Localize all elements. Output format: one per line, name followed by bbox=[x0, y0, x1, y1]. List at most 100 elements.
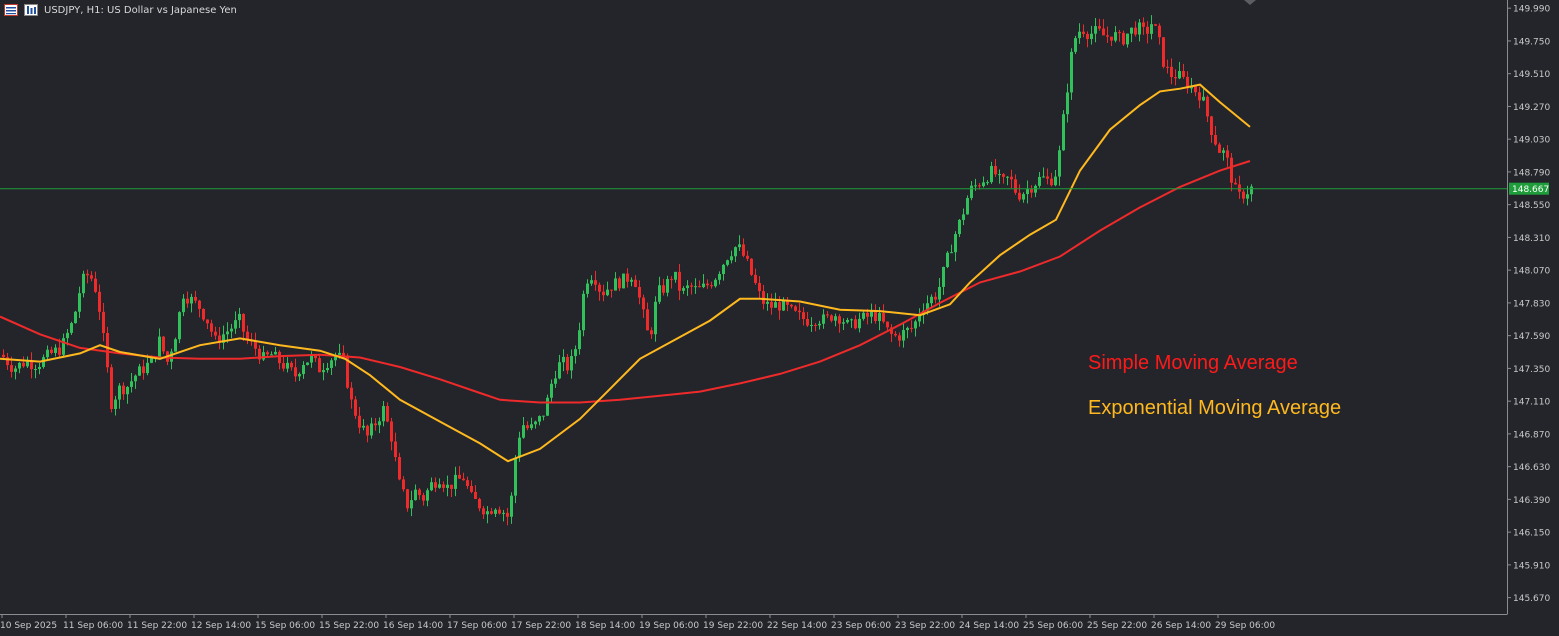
candle bbox=[1006, 176, 1009, 186]
candle bbox=[1014, 174, 1017, 195]
candle bbox=[1166, 59, 1169, 74]
candle bbox=[194, 290, 197, 304]
candle bbox=[750, 258, 753, 277]
candle bbox=[242, 313, 245, 341]
price-tick-label: 149.270 bbox=[1513, 103, 1550, 113]
candle bbox=[786, 297, 789, 312]
price-tick-label: 147.110 bbox=[1513, 398, 1550, 408]
price-tick-label: 149.750 bbox=[1513, 37, 1550, 47]
candle bbox=[994, 159, 997, 177]
candle bbox=[886, 321, 889, 331]
chart-type-icon[interactable] bbox=[24, 4, 38, 16]
candle bbox=[1066, 83, 1069, 123]
current-price-label: 148.667 bbox=[1512, 185, 1549, 195]
candle bbox=[538, 415, 541, 426]
candle bbox=[482, 505, 485, 520]
candle bbox=[818, 320, 821, 330]
candle bbox=[1126, 33, 1129, 48]
candle bbox=[858, 312, 861, 333]
candle bbox=[1078, 23, 1081, 44]
candle bbox=[418, 488, 421, 500]
time-tick-label: 16 Sep 14:00 bbox=[383, 621, 443, 631]
time-tick-label: 12 Sep 14:00 bbox=[191, 621, 251, 631]
time-tick-label: 15 Sep 06:00 bbox=[255, 621, 315, 631]
candle bbox=[738, 235, 741, 252]
candle bbox=[758, 276, 761, 300]
chart-header: USDJPY, H1: US Dollar vs Japanese Yen bbox=[4, 3, 237, 17]
candle bbox=[1218, 142, 1221, 153]
candle bbox=[438, 478, 441, 489]
candle bbox=[630, 277, 633, 287]
candle bbox=[50, 346, 53, 355]
candle bbox=[178, 311, 181, 344]
candle bbox=[270, 351, 273, 356]
candle bbox=[302, 361, 305, 379]
candle bbox=[98, 284, 101, 321]
candle bbox=[914, 319, 917, 337]
candle bbox=[498, 506, 501, 515]
candle bbox=[254, 332, 257, 356]
candle bbox=[642, 294, 645, 318]
candle bbox=[310, 351, 313, 368]
current-price-badge bbox=[1509, 182, 1549, 195]
candle bbox=[1022, 192, 1025, 203]
candle bbox=[454, 466, 457, 497]
candle bbox=[134, 374, 137, 389]
time-tick-label: 10 Sep 2025 bbox=[0, 621, 57, 631]
candle bbox=[674, 271, 677, 283]
candle bbox=[54, 344, 57, 357]
candle bbox=[830, 314, 833, 323]
candle bbox=[670, 276, 673, 289]
candle bbox=[398, 452, 401, 481]
candle bbox=[158, 328, 161, 359]
one-click-panel-arrow[interactable] bbox=[1244, 0, 1256, 5]
candle bbox=[662, 278, 665, 296]
candle bbox=[502, 509, 505, 522]
candle bbox=[326, 362, 329, 373]
candle bbox=[782, 297, 785, 312]
price-tick-label: 148.550 bbox=[1513, 201, 1550, 211]
candle bbox=[998, 169, 1001, 184]
price-tick-label: 145.670 bbox=[1513, 594, 1550, 604]
candle bbox=[362, 419, 365, 431]
candle bbox=[230, 323, 233, 339]
candle bbox=[582, 290, 585, 337]
candle bbox=[1106, 26, 1109, 44]
candle bbox=[1238, 175, 1241, 199]
candle bbox=[550, 379, 553, 403]
candle bbox=[102, 302, 105, 342]
candle bbox=[218, 326, 221, 350]
candle bbox=[1070, 48, 1073, 100]
candle bbox=[618, 276, 621, 292]
window-menu-icon[interactable] bbox=[4, 4, 18, 16]
candle bbox=[422, 492, 425, 506]
candle bbox=[846, 317, 849, 324]
candle bbox=[442, 481, 445, 493]
candle bbox=[1062, 110, 1065, 151]
candle bbox=[766, 293, 769, 311]
candle bbox=[394, 432, 397, 462]
candle bbox=[1054, 169, 1057, 187]
candle bbox=[470, 480, 473, 494]
candle bbox=[962, 208, 965, 226]
candle bbox=[1242, 189, 1245, 204]
time-axis[interactable]: 10 Sep 2025 11 Sep 06:00 11 Sep 22:00 12 Se… bbox=[0, 614, 1508, 631]
candle bbox=[826, 311, 829, 319]
candle bbox=[682, 286, 685, 295]
candle bbox=[1118, 29, 1121, 42]
candle bbox=[474, 485, 477, 500]
candle bbox=[74, 310, 77, 324]
time-tick-label: 29 Sep 06:00 bbox=[1215, 621, 1275, 631]
candle bbox=[1174, 69, 1177, 86]
candle bbox=[910, 320, 913, 333]
candle bbox=[274, 346, 277, 355]
candle bbox=[146, 354, 149, 376]
price-axis[interactable]: 149.990 149.750 149.510 149.270 149.030 148.7… bbox=[1507, 0, 1550, 614]
time-tick-label: 23 Sep 22:00 bbox=[895, 621, 955, 631]
candle bbox=[794, 305, 797, 312]
candle bbox=[918, 308, 921, 327]
candle bbox=[798, 303, 801, 320]
candle bbox=[258, 345, 261, 364]
